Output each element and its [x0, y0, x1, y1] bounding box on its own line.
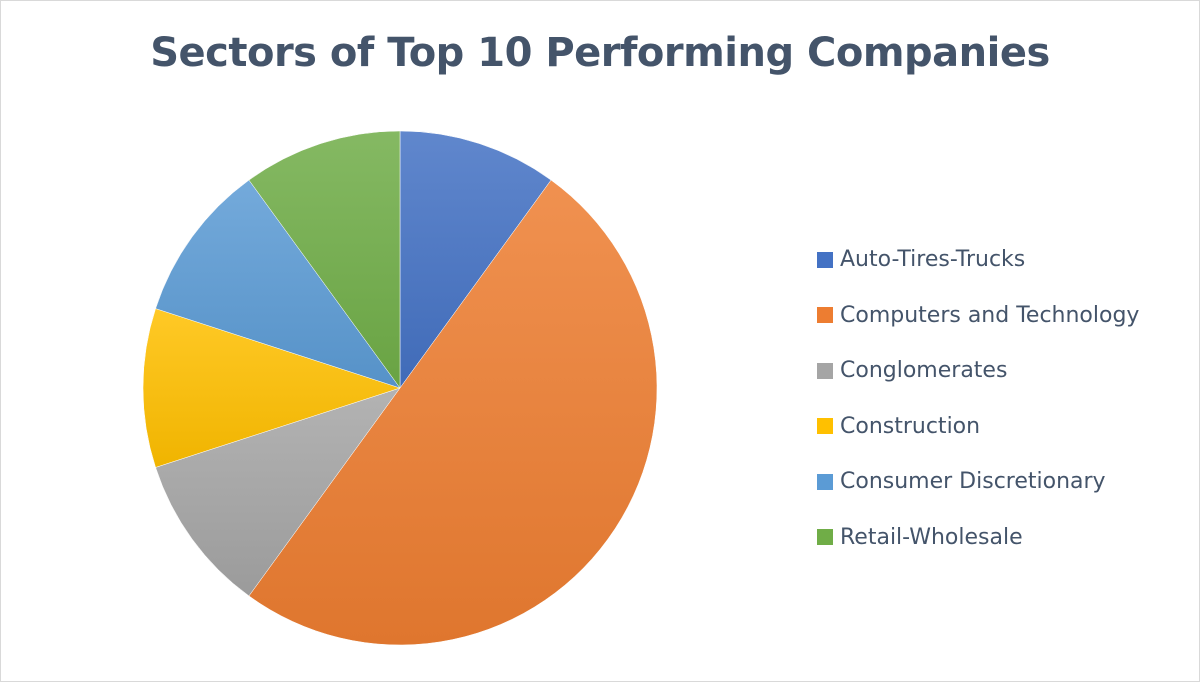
legend-swatch: [817, 473, 833, 490]
pie-slice-auto-tires-trucks[interactable]: [399, 130, 552, 389]
legend-item-retail-wholesale[interactable]: Retail-Wholesale: [817, 510, 1139, 566]
legend-item-conglomerates[interactable]: Conglomerates: [817, 343, 1139, 399]
legend-swatch: [817, 529, 833, 546]
legend-swatch: [817, 251, 833, 268]
legend-label: Computers and Technology: [840, 302, 1140, 328]
pie-slice-retail-wholesale[interactable]: [248, 130, 401, 389]
legend-item-computers-and-technology[interactable]: Computers and Technology: [817, 288, 1139, 344]
pie-slice-consumer-discretionary[interactable]: [155, 179, 401, 389]
legend-item-consumer-discretionary[interactable]: Consumer Discretionary: [817, 454, 1139, 510]
legend-label: Retail-Wholesale: [840, 524, 1023, 550]
legend-label: Construction: [840, 413, 981, 439]
legend-swatch: [817, 362, 833, 379]
pie-slice-construction[interactable]: [142, 308, 401, 468]
legend-item-construction[interactable]: Construction: [817, 399, 1139, 455]
legend-swatch: [817, 418, 833, 435]
legend-swatch: [817, 307, 833, 324]
legend-label: Auto-Tires-Trucks: [840, 247, 1026, 273]
legend-item-auto-tires-trucks[interactable]: Auto-Tires-Trucks: [817, 232, 1139, 288]
legend-label: Conglomerates: [840, 358, 1008, 384]
pie-slice-conglomerates[interactable]: [155, 387, 401, 597]
legend-label: Consumer Discretionary: [840, 469, 1106, 495]
legend: Auto-Tires-Trucks Computers and Technolo…: [817, 232, 1139, 565]
chart-title: Sectors of Top 10 Performing Companies: [150, 30, 1050, 76]
pie-slice-computers-and-technology[interactable]: [248, 179, 658, 646]
